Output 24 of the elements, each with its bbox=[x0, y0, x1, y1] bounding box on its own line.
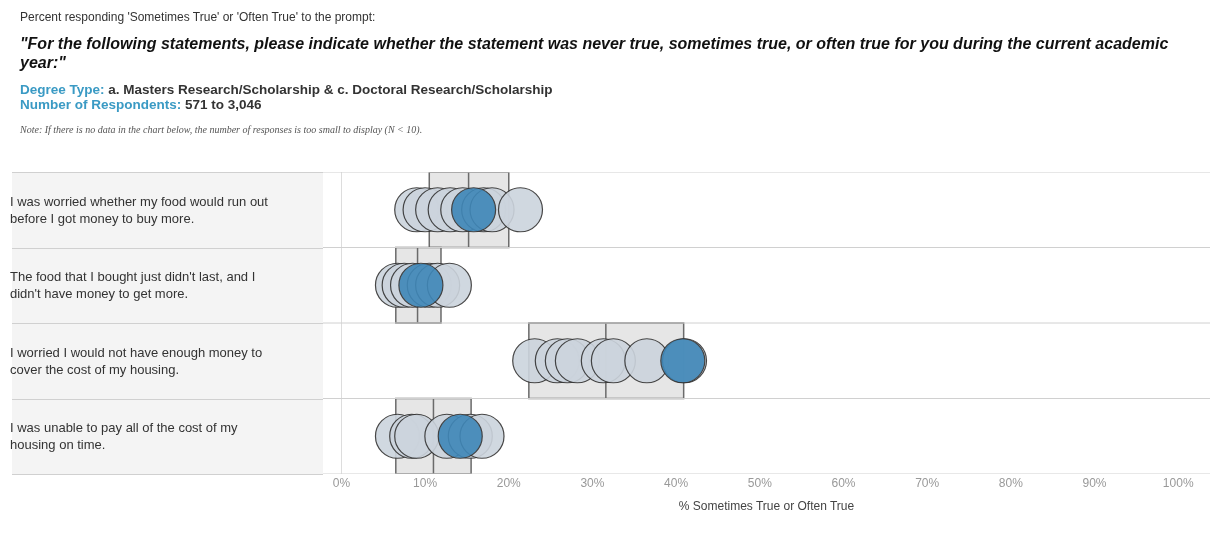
point bbox=[437, 413, 483, 459]
y-tick-label: The food that I bought just didn't last, and I didn't have money to get more. bbox=[10, 269, 256, 301]
x-tick-label: 100% bbox=[1162, 476, 1194, 490]
x-tick-label: 80% bbox=[998, 476, 1024, 490]
point bbox=[497, 187, 544, 233]
text: Percent responding 'Sometimes True' or 'Often True' to the prompt: bbox=[20, 10, 377, 24]
x-tick-label: 10% bbox=[413, 476, 438, 490]
chart-title: "For the following statements, please indicate whether the statement was never true, sometimes true, or often true for you during the current academic year:" bbox=[20, 34, 1170, 72]
x-tick-label: 60% bbox=[831, 476, 856, 490]
x-tick-label: 20% bbox=[496, 476, 522, 490]
y-tick-label: I worried I would not have enough money to cover the cost of my housing. bbox=[10, 345, 263, 377]
x-tick-label: 70% bbox=[915, 476, 940, 490]
x-tick-label: 30% bbox=[580, 476, 605, 490]
text: Note: If there is no data in the chart below, the number of responses is too small to display (N < 10). bbox=[20, 124, 424, 135]
text: Degree Type: a. Masters Research/Scholarship & c. Doctoral Research/Scholarship bbox=[20, 82, 554, 97]
point bbox=[451, 187, 497, 233]
x-tick-label: 90% bbox=[1082, 476, 1107, 490]
x-tick-label: 40% bbox=[664, 476, 689, 490]
x-tick-label: 50% bbox=[747, 476, 773, 490]
y-tick-label: I was worried whether my food would run out before I got money to buy more. bbox=[10, 194, 269, 226]
text: Number of Respondents: 571 to 3,046 bbox=[20, 97, 263, 112]
y-tick-label: I was unable to pay all of the cost of my housing on time. bbox=[10, 420, 239, 452]
x-axis-title: % Sometimes True or Often True bbox=[678, 498, 855, 513]
x-tick-label: 0% bbox=[332, 476, 351, 490]
